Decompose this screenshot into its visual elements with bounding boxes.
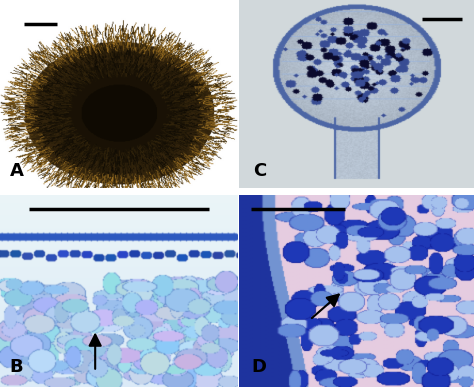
Text: B: B	[9, 358, 23, 376]
Text: C: C	[254, 163, 267, 180]
Text: A: A	[9, 163, 23, 180]
Text: D: D	[251, 358, 266, 376]
